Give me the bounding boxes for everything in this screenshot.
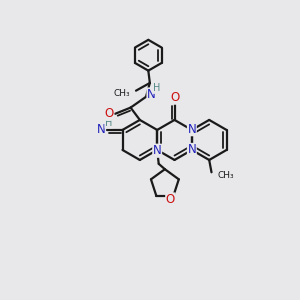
Text: N: N bbox=[153, 144, 162, 157]
Text: H: H bbox=[105, 118, 112, 128]
Text: N: N bbox=[188, 123, 196, 136]
Text: O: O bbox=[104, 107, 114, 120]
Text: O: O bbox=[170, 91, 179, 104]
Text: O: O bbox=[166, 193, 175, 206]
Text: H: H bbox=[153, 83, 160, 93]
Text: CH₃: CH₃ bbox=[218, 171, 234, 180]
Text: N: N bbox=[188, 143, 196, 157]
Text: N: N bbox=[97, 123, 105, 136]
Text: N: N bbox=[147, 88, 156, 101]
Text: CH₃: CH₃ bbox=[113, 89, 130, 98]
